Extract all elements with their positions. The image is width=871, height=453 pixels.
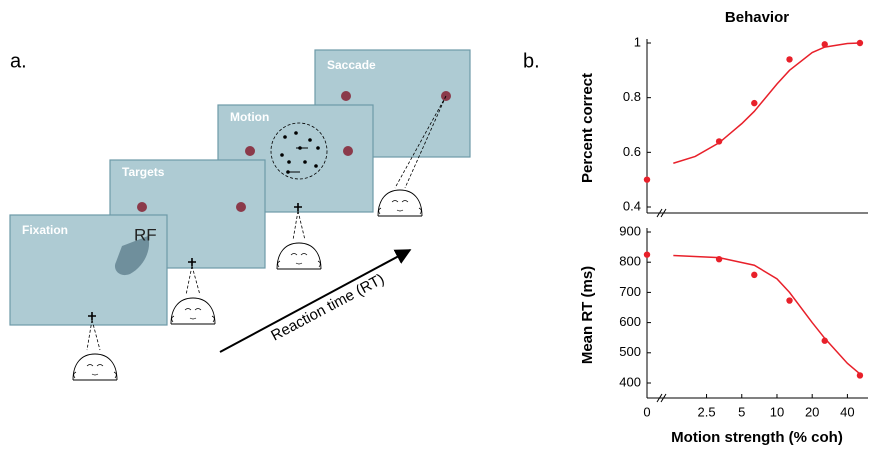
data-point — [751, 272, 757, 278]
x-tick-label: 20 — [805, 404, 819, 419]
data-point — [644, 176, 650, 182]
x-axis-label: Motion strength (% coh) — [671, 429, 843, 446]
panel-label: a. — [10, 50, 27, 72]
y-tick-label: 0.4 — [623, 198, 641, 213]
data-point — [751, 100, 757, 106]
x-tick-label: 5 — [738, 404, 745, 419]
y-tick-label: 600 — [619, 314, 641, 329]
y-tick-label: 900 — [619, 223, 641, 238]
y-tick-label: 500 — [619, 344, 641, 359]
screen-title: Motion — [230, 110, 269, 124]
y-tick-label: 1 — [634, 34, 641, 49]
data-point — [786, 56, 792, 62]
arrow-label: Reaction time (RT) — [268, 271, 387, 345]
fit-line — [673, 43, 860, 163]
x-tick-label: 40 — [840, 404, 854, 419]
y-tick-label: 400 — [619, 374, 641, 389]
y-tick-label: 0.8 — [623, 89, 641, 104]
screen-title: Fixation — [22, 223, 68, 237]
y-tick-label: 0.6 — [623, 144, 641, 159]
rf-label: RF — [134, 225, 157, 244]
data-point — [644, 251, 650, 257]
screen-title: Saccade — [327, 58, 376, 72]
x-tick-label: 0 — [643, 404, 650, 419]
screen-title: Targets — [122, 165, 165, 179]
x-tick-label: 10 — [770, 404, 784, 419]
y-axis-label: Mean RT (ms) — [579, 266, 596, 364]
data-point — [786, 297, 792, 303]
y-tick-label: 800 — [619, 254, 641, 269]
y-tick-label: 700 — [619, 284, 641, 299]
screen: Fixation RF — [10, 215, 167, 325]
x-tick-label: 2.5 — [698, 404, 716, 419]
panel-label: b. — [523, 50, 540, 72]
fit-line — [673, 256, 860, 374]
chart-title: Behavior — [725, 9, 789, 26]
y-axis-label: Percent correct — [579, 73, 596, 183]
figure: a. b. Saccade Motion Targets Fixation RF — [0, 0, 871, 453]
